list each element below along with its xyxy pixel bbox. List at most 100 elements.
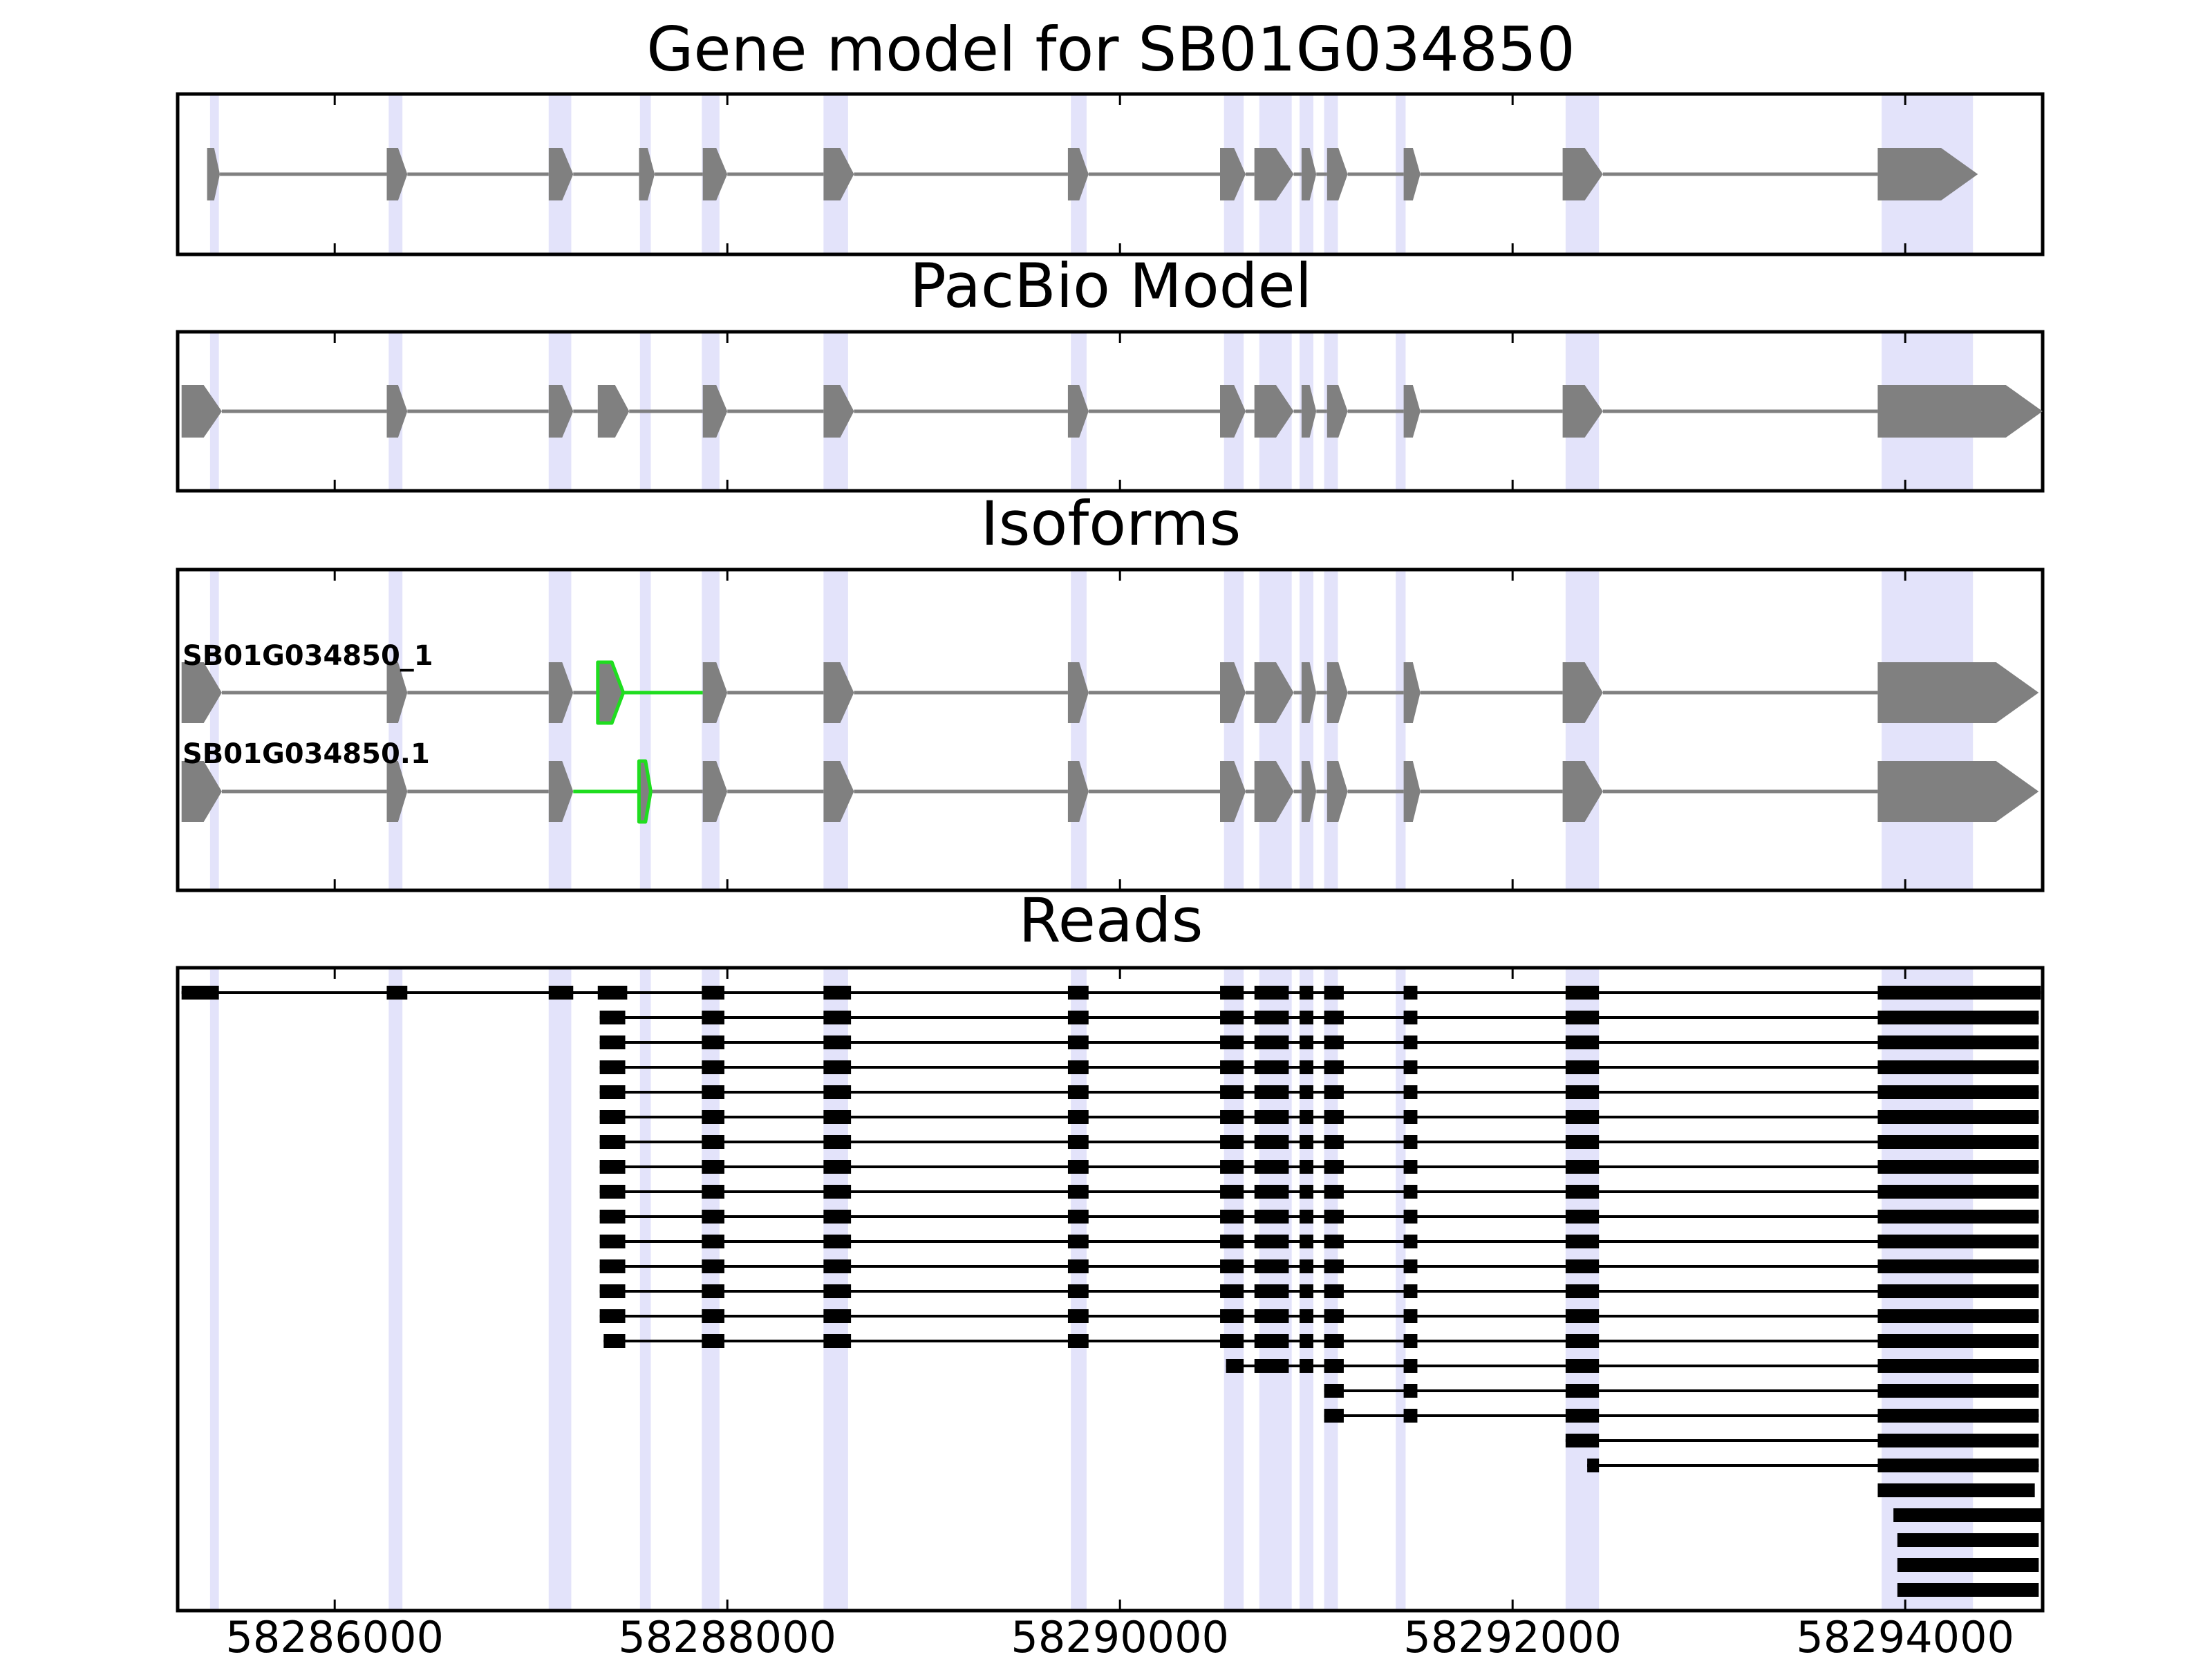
isoform-2-exon [702,761,728,822]
read-block [702,1035,724,1049]
read-block [1877,1135,2039,1149]
read-block [702,1235,724,1248]
gene-model-exon [386,148,408,200]
isoform-1-exon [386,662,408,723]
read-block [1403,1210,1418,1224]
read-block [1254,1334,1289,1348]
read-block [1300,1135,1313,1149]
read-block [1220,1110,1244,1124]
read-block [1300,1210,1313,1224]
read-block [1403,1259,1418,1273]
gene-model-exon [1562,148,1603,200]
read-block [1324,1060,1344,1074]
read-block [1067,1135,1089,1149]
read-block [1877,1284,2039,1298]
read-block [1877,1334,2039,1348]
read-block [1254,1235,1289,1248]
read-block [548,986,574,1000]
gene-model-exon [1220,148,1246,200]
read-block [1067,1185,1089,1199]
read-block [1877,1160,2039,1174]
read-block [1220,1334,1244,1348]
isoforms-panel [176,568,2045,892]
read-block [1324,1135,1344,1149]
x-tick-label: 58294000 [1796,1612,2014,1659]
read-block [1220,1235,1244,1248]
read-block [702,986,724,1000]
read-block [599,1210,626,1224]
read-block [1300,986,1313,1000]
read-block [1220,1035,1244,1049]
isoform-2-exon [1220,761,1246,822]
read-block [1403,1235,1418,1248]
read-block [702,1284,724,1298]
read-block [823,1334,852,1348]
pacbio-model-exon [1403,385,1421,438]
pacbio-model-exon [1220,385,1246,438]
read-block [1254,986,1289,1000]
read-block [1877,1359,2039,1373]
isoform-1-exon [823,662,854,723]
read-block [1300,1060,1313,1074]
read-block [823,1035,852,1049]
read-block [1877,1110,2039,1124]
isoform-label-1: SB01G034850_1 [182,640,433,672]
isoform-2-exon [548,761,574,822]
read-block [1300,1185,1313,1199]
isoform-1-exon [1403,662,1421,723]
read-block [702,1334,724,1348]
read-block [1403,1359,1418,1373]
isoform-2-exon [386,761,408,822]
read-block [1324,1235,1344,1248]
pacbio-model-title: PacBio Model [910,250,1312,321]
read-block [1877,1185,2039,1199]
gene-model-exon [1327,148,1348,200]
read-block [1403,1110,1418,1124]
isoforms-highlight-region [1882,570,1974,890]
read-block [1324,1359,1344,1373]
isoform-1-exon [702,662,728,723]
read-block [1877,1210,2039,1224]
read-block [1565,1135,1600,1149]
isoforms-highlight-region [1396,570,1406,890]
read-block [603,1334,626,1348]
x-tick-label: 58288000 [618,1612,836,1659]
isoforms-highlight-region [639,570,651,890]
pacbio-model-exon [1877,385,2043,438]
pacbio-model-exon [597,385,630,438]
read-block [1565,1409,1600,1423]
read-block [1324,1011,1344,1024]
read-block [823,1185,852,1199]
read-block [1877,1235,2039,1248]
x-tick-label: 58286000 [225,1612,444,1659]
read-block [1897,1583,2039,1597]
read-block [599,1284,626,1298]
x-tick-label: 58292000 [1403,1612,1622,1659]
read-block [1877,986,2041,1000]
read-block [1877,1011,2039,1024]
read-block [1300,1110,1313,1124]
isoform-1-exon [1067,662,1089,723]
read-block [1877,1259,2039,1273]
read-block [702,1060,724,1074]
isoform-1-exon [1877,662,2039,723]
read-block [823,1110,852,1124]
read-block [1300,1309,1313,1323]
read-block [823,1135,852,1149]
read-block [1403,1284,1418,1298]
reads-title-text: Reads [1019,885,1203,956]
isoforms-highlight-region [209,570,219,890]
read-block [823,1235,852,1248]
read-block [1403,1409,1418,1423]
read-block [1403,1085,1418,1099]
read-block [1067,986,1089,1000]
pacbio-model-exon [1562,385,1603,438]
isoforms-title: Isoforms [981,488,1241,559]
pacbio-model-exon [1254,385,1294,438]
read-block [1254,1060,1289,1074]
read-block [1587,1459,1600,1472]
read-block [1877,1035,2039,1049]
read-block [1254,1085,1289,1099]
read-block [1300,1160,1313,1174]
read-block [1226,1359,1244,1373]
